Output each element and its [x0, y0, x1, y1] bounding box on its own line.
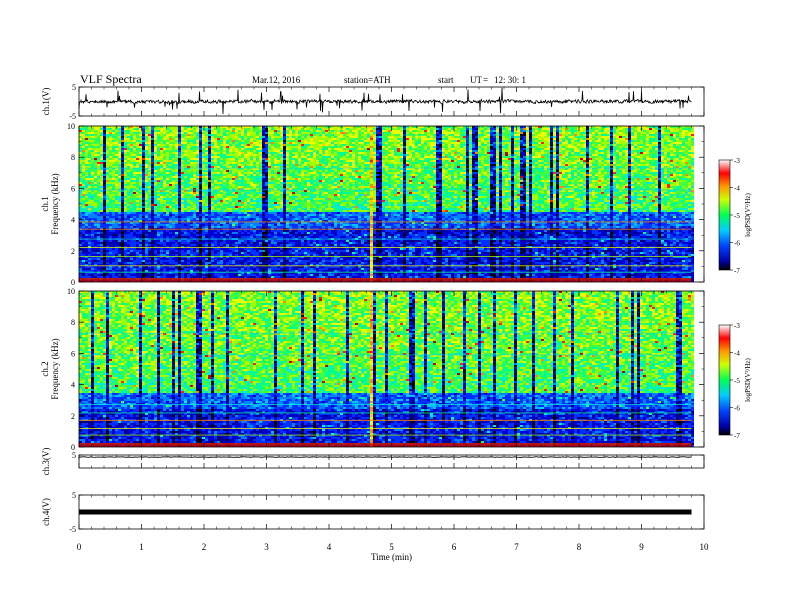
date-label: Mar.12, 2016	[252, 75, 300, 85]
x-tick-label: 10	[700, 542, 710, 552]
x-tick-label: 9	[639, 542, 644, 552]
ch1-spectrogram-channel-label: ch.1	[40, 196, 50, 211]
y-tick-label: 2	[71, 412, 75, 421]
ch4-waveform-ylabel: ch.4(V)	[41, 498, 51, 526]
ch2-spectrogram-colorbar-label: logPSD(V²/Hz)	[744, 357, 752, 401]
ch3-waveform-series	[78, 456, 692, 458]
colorbar-tick-label: -3	[734, 322, 740, 330]
y-tick-label: 5	[72, 451, 76, 460]
y-tick-label: -5	[69, 112, 76, 121]
ch2-spectrogram-lf-band	[79, 443, 692, 447]
colorbar-tick-label: -7	[734, 432, 740, 440]
x-tick-label: 8	[577, 542, 582, 552]
ch1-spectrogram-colorbar	[718, 159, 731, 271]
x-axis-title: Time (min)	[371, 552, 412, 562]
ch2-spectrogram-channel-label: ch.2	[40, 361, 50, 376]
colorbar-tick-label: -6	[734, 240, 740, 248]
y-tick-label: 5	[72, 491, 76, 500]
ch4-waveform-series	[79, 509, 692, 515]
x-tick-label: 6	[452, 542, 457, 552]
ch3-waveform-ylabel: ch.3(V)	[41, 448, 51, 476]
ch1-spectrogram-ylabel: Frequency (kHz)	[50, 173, 60, 234]
colorbar-tick-label: -5	[734, 377, 740, 385]
x-tick-label: 2	[202, 542, 207, 552]
ut-label: UT	[470, 75, 482, 85]
y-tick-label: 5	[72, 83, 76, 92]
y-tick-label: 4	[71, 216, 75, 225]
y-tick-label: 10	[67, 287, 75, 296]
y-tick-label: 4	[71, 381, 75, 390]
y-tick-label: 10	[67, 122, 75, 131]
colorbar-tick-label: -4	[734, 350, 740, 358]
ch1-spectrogram-cells	[79, 126, 704, 282]
colorbar-tick-label: -7	[734, 267, 740, 275]
ch1-spectrogram-colorbar-label: logPSD(V²/Hz)	[744, 192, 752, 236]
x-tick-label: 5	[389, 542, 394, 552]
colorbar-tick-label: -3	[734, 157, 740, 165]
chart-title: VLF Spectra	[80, 72, 142, 87]
ch1-waveform-ylabel: ch.1(V)	[41, 88, 51, 116]
equals-label: =	[483, 75, 488, 85]
start-label: start	[438, 75, 454, 85]
x-tick-label: 1	[139, 542, 144, 552]
x-tick-label: 3	[264, 542, 269, 552]
y-tick-label: -5	[69, 525, 76, 534]
y-tick-label: 0	[71, 278, 75, 287]
x-tick-label: 0	[77, 542, 82, 552]
x-tick-label: 7	[514, 542, 519, 552]
y-tick-label: 8	[71, 153, 75, 162]
ch2-spectrogram-cells	[79, 291, 704, 447]
ch1-waveform-series	[78, 87, 692, 114]
colorbar-tick-label: -5	[734, 212, 740, 220]
y-tick-label: 2	[71, 247, 75, 256]
y-tick-label: 0	[71, 443, 75, 452]
start-time-label: 12: 30: 1	[494, 75, 526, 85]
colorbar-tick-label: -4	[734, 185, 740, 193]
ch2-spectrogram-colorbar	[718, 324, 731, 436]
ch2-spectrogram-ylabel: Frequency (kHz)	[50, 338, 60, 399]
ch1-spectrogram-lf-band	[79, 278, 692, 282]
colorbar-tick-label: -6	[734, 405, 740, 413]
y-tick-label: 6	[71, 184, 75, 193]
x-tick-label: 4	[327, 542, 332, 552]
station-label: station=ATH	[344, 75, 391, 85]
y-tick-label: 8	[71, 318, 75, 327]
y-tick-label: 6	[71, 349, 75, 358]
